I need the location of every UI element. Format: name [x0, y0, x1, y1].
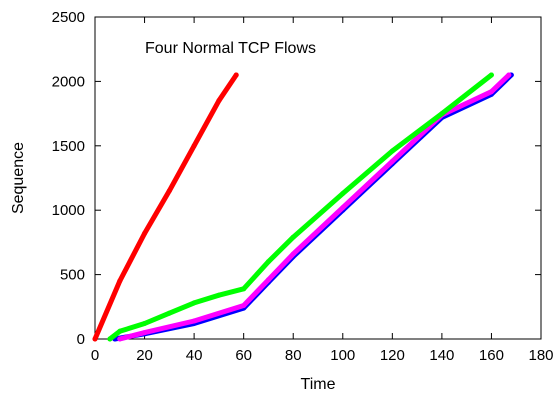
series-point [241, 303, 247, 308]
series-point [142, 230, 148, 236]
x-tick-label: 40 [186, 347, 203, 364]
series-point [117, 336, 123, 342]
series-point [506, 72, 512, 78]
chart-annotation: Four Normal TCP Flows [145, 40, 316, 57]
series-point [117, 328, 123, 334]
x-axis-label: Time [301, 376, 336, 393]
series-point [340, 191, 346, 196]
series-3 [107, 72, 494, 342]
plot-area: 0 20 40 60 80 100 120 140 160 180 0 500 1000 1500 2000… [52, 9, 554, 364]
x-tick-label: 20 [136, 347, 153, 364]
series-point [191, 143, 197, 149]
series-point [216, 292, 222, 298]
x-tick-label: 140 [429, 347, 454, 364]
x-tick-label: 60 [235, 347, 252, 364]
series-line [112, 72, 514, 342]
series-point [216, 98, 222, 104]
series-point [265, 277, 271, 283]
x-tick-label: 0 [91, 347, 99, 364]
series-point [191, 300, 197, 306]
plot-frame [94, 16, 542, 340]
x-tick-label: 100 [330, 347, 355, 364]
series-point [290, 251, 296, 257]
x-tick-label: 180 [528, 347, 553, 364]
series-point [340, 205, 346, 211]
y-tick-label: 1500 [52, 138, 85, 155]
y-tick-label: 500 [60, 267, 85, 284]
series-point [389, 148, 395, 154]
y-axis-label: Sequence [10, 142, 27, 214]
series-4 [92, 72, 239, 342]
x-tick-label: 80 [285, 347, 302, 364]
y-tick-label: 2000 [52, 73, 85, 90]
series-point [166, 310, 172, 316]
x-tick-label: 160 [479, 347, 504, 364]
series-point [488, 89, 494, 95]
series-point [142, 321, 148, 326]
x-tick-label: 120 [380, 347, 405, 364]
series-point [290, 234, 296, 240]
series-point [439, 111, 445, 117]
series-point [265, 259, 271, 265]
series-point [233, 72, 239, 78]
series-line [107, 72, 494, 342]
series-point [166, 188, 172, 194]
series-layer [92, 72, 514, 342]
series-point [117, 278, 123, 284]
series-point [191, 318, 197, 324]
y-tick-label: 1000 [52, 202, 85, 219]
axis-ticks: 0 20 40 60 80 100 120 140 160 180 0 500 1000 1500 2000… [52, 9, 554, 364]
series-point [389, 158, 395, 164]
series-line [92, 72, 239, 342]
y-tick-label: 0 [77, 331, 85, 348]
series-point [142, 330, 148, 336]
series-point [92, 336, 98, 342]
y-tick-label: 2500 [52, 9, 85, 26]
series-point [488, 72, 494, 78]
series-point [241, 286, 247, 292]
series-point [107, 336, 113, 342]
series-1 [112, 72, 514, 342]
